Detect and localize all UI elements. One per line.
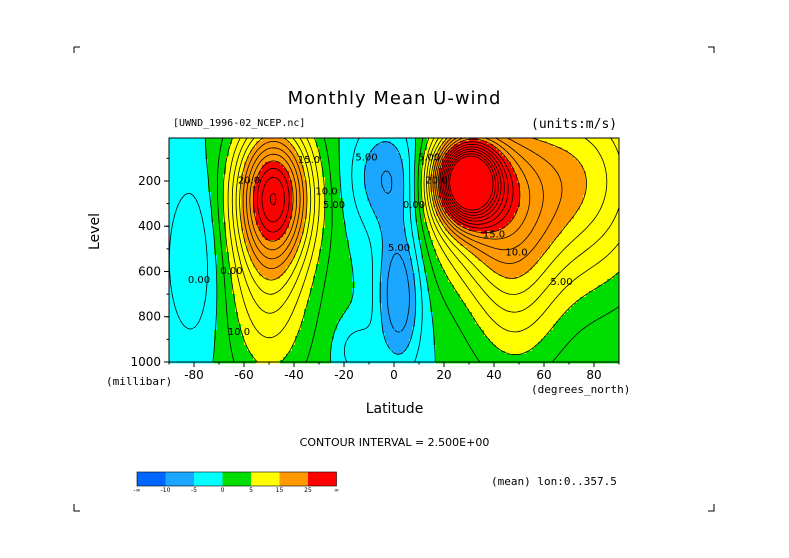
contour-lines [168, 137, 620, 363]
contour-line [235, 137, 608, 295]
contour-label: 0.00 [188, 275, 210, 286]
contour-label: 20.0 [425, 175, 447, 186]
contour-line [261, 143, 509, 225]
x-tick-label: 60 [536, 368, 551, 382]
contour-label: 15.0 [483, 230, 505, 241]
colorbar-label: 5 [249, 487, 253, 494]
contour-line [446, 151, 499, 216]
x-tick-label: 80 [586, 368, 601, 382]
contour-label: 10.0 [505, 248, 527, 259]
colorbar-label: ∞ [334, 487, 339, 494]
colorbar-label: 25 [304, 487, 312, 494]
page-corner-marks [73, 46, 715, 512]
colorbar-swatch [279, 472, 308, 486]
y-tick-label: 400 [138, 219, 161, 233]
colorbar-swatch [137, 472, 166, 486]
y-tick-label: 800 [138, 310, 161, 324]
contour-line [204, 137, 436, 363]
units-label: (units:m/s) [531, 117, 618, 132]
y-tick-label: 600 [138, 264, 161, 278]
x-axis-ticks: -80 -60 -40 -20 0 20 40 60 80 [168, 362, 620, 382]
contour-label: 20.0 [238, 175, 260, 186]
contour-label: 0.00 [220, 266, 242, 277]
x-tick-label: -80 [184, 368, 204, 382]
contour-label: 10.0 [315, 187, 337, 198]
contour-labels: 20.015.010.05.005.000.000.0010.00.005.00… [188, 153, 573, 338]
colorbar-label: 0 [221, 487, 225, 494]
chart-title: Monthly Mean U-wind [287, 88, 502, 109]
dataset-name: [UWND_1996-02_NCEP.nc] [173, 118, 306, 129]
contour-line [381, 170, 410, 333]
x-tick-label: -60 [234, 368, 254, 382]
x-tick-label: 0 [390, 368, 398, 382]
filled-contour-field [169, 138, 620, 364]
contour-line [444, 148, 502, 219]
y-axis-ticks: 200 400 600 800 1000 [130, 157, 169, 369]
contour-label: 15.0 [298, 155, 320, 166]
colorbar-swatch [165, 472, 194, 486]
contour-label: 5.00 [550, 277, 572, 288]
contour-line [231, 137, 620, 314]
contour-line [242, 137, 563, 269]
x-tick-label: -20 [334, 368, 354, 382]
contour-label: 5.00 [355, 153, 377, 164]
colorbar: -∞ -10 -5 0 5 15 25 ∞ [133, 471, 339, 494]
colorbar-label: -∞ [133, 487, 140, 494]
y-axis-label: Level [87, 213, 103, 250]
contour-line [447, 153, 496, 214]
contour-label: 5.00 [388, 243, 410, 254]
x-tick-label: 40 [486, 368, 501, 382]
contour-line [227, 137, 620, 339]
y-tick-label: 200 [138, 174, 161, 188]
contour-line [249, 137, 531, 251]
colorbar-swatch [222, 472, 251, 486]
contour-line [253, 138, 521, 242]
contour-label: 0.00 [403, 200, 425, 211]
contour-line [246, 137, 544, 260]
contour-line [270, 146, 505, 222]
contour-label: 5.00 [323, 200, 345, 211]
contour-line [364, 141, 417, 355]
colorbar-label: -5 [191, 487, 197, 494]
colorbar-swatch [308, 472, 337, 486]
y-tick-label: 1000 [130, 355, 161, 369]
contour-label: 5.00 [418, 153, 440, 164]
contour-line [256, 141, 514, 233]
colorbar-label: -10 [161, 487, 171, 494]
x-tick-label: 20 [436, 368, 451, 382]
colorbar-swatch [194, 472, 223, 486]
x-axis-label: Latitude [365, 401, 424, 417]
colorbar-swatch [251, 472, 280, 486]
contour-line [449, 155, 494, 211]
colorbar-frame [136, 471, 337, 487]
contour-interval: CONTOUR INTERVAL = 2.500E+00 [299, 436, 490, 449]
y-axis-unit: (millibar) [106, 375, 173, 388]
contour-label: 10.0 [228, 327, 250, 338]
colorbar-label: 15 [276, 487, 284, 494]
x-tick-label: -40 [284, 368, 304, 382]
contour-line [217, 137, 620, 363]
mean-longitude-note: (mean) lon:0..357.5 [491, 475, 617, 488]
contour-line [239, 137, 587, 281]
x-axis-unit: (degrees_north) [531, 383, 631, 396]
